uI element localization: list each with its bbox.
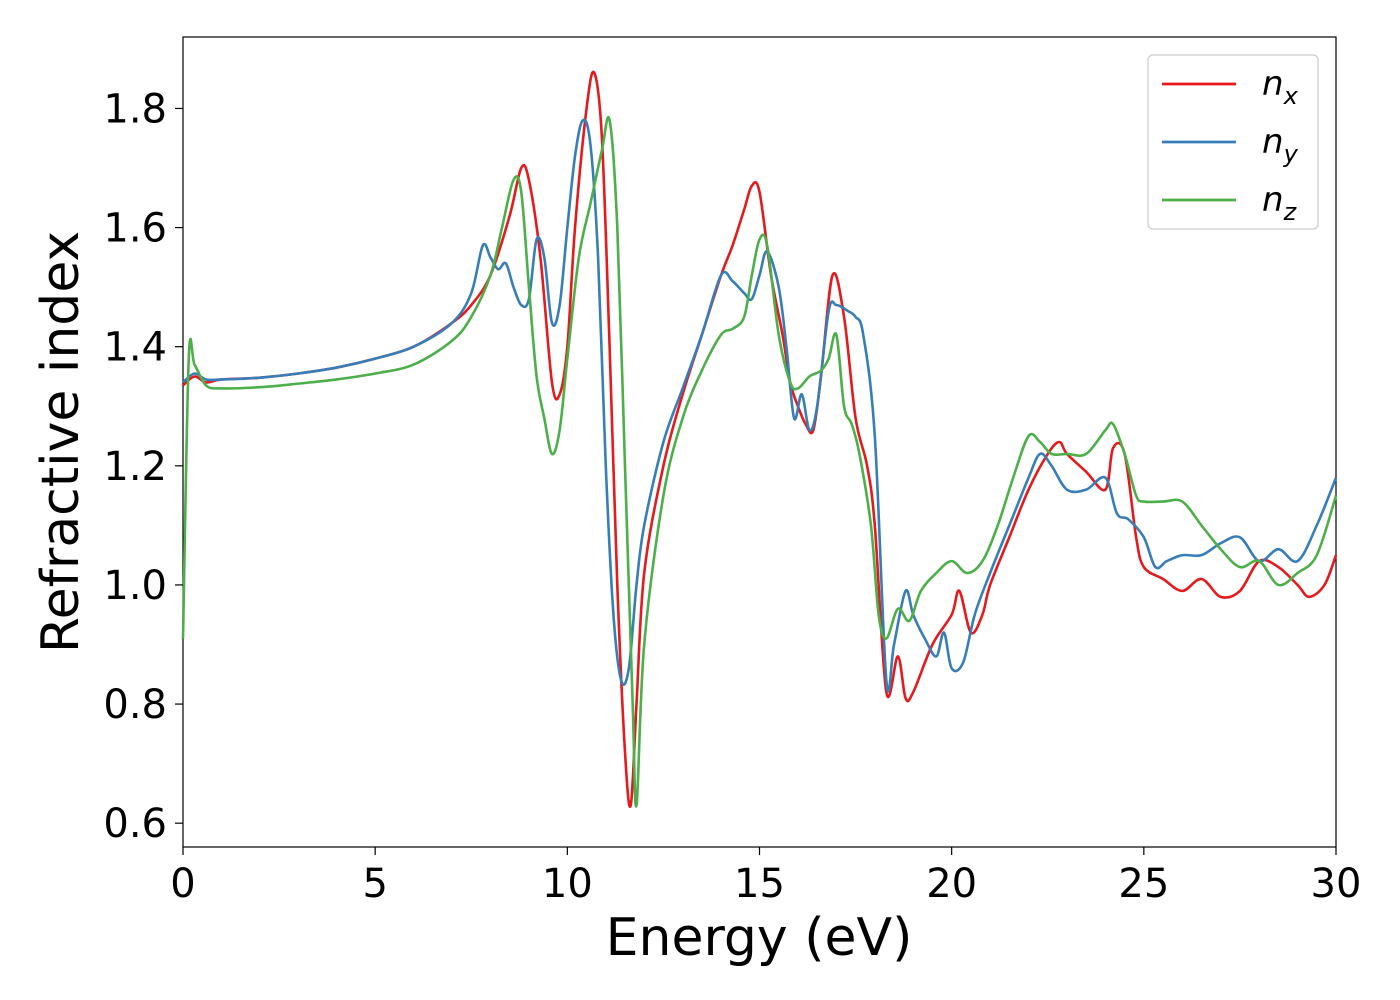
y-tick-label: 1.8: [103, 86, 167, 132]
y-tick-label: 1.2: [103, 444, 167, 490]
x-tick-label: 30: [1311, 861, 1362, 907]
series-layer: [181, 70, 1338, 809]
legend-subscript-y: y: [1283, 140, 1299, 168]
x-tick-label: 10: [542, 861, 593, 907]
x-tick-label: 5: [362, 861, 387, 907]
y-axis-ticks: 0.6 0.8 1.0 1.2 1.4 1.6 1.8: [103, 86, 183, 847]
series-line-x: [182, 70, 1338, 809]
x-tick-label: 0: [170, 861, 195, 907]
legend-subscript-x: x: [1283, 82, 1299, 110]
y-tick-label: 0.6: [103, 801, 167, 847]
y-tick-label: 1.6: [103, 206, 167, 252]
x-tick-label: 20: [926, 861, 977, 907]
x-axis-ticks: 0 5 10 15 20 25 30: [170, 847, 1361, 907]
legend-subscript-z: z: [1283, 198, 1298, 226]
series-line-y: [182, 118, 1338, 693]
x-tick-label: 15: [734, 861, 785, 907]
plot-area: [182, 36, 1337, 848]
y-tick-label: 0.8: [103, 682, 167, 728]
y-axis-title: Refractive index: [31, 231, 91, 653]
x-axis-title: Energy (eV): [606, 908, 913, 968]
y-tick-label: 1.0: [103, 563, 167, 609]
series-line-z: [181, 116, 1338, 808]
x-tick-label: 25: [1118, 861, 1169, 907]
y-tick-label: 1.4: [103, 325, 167, 371]
